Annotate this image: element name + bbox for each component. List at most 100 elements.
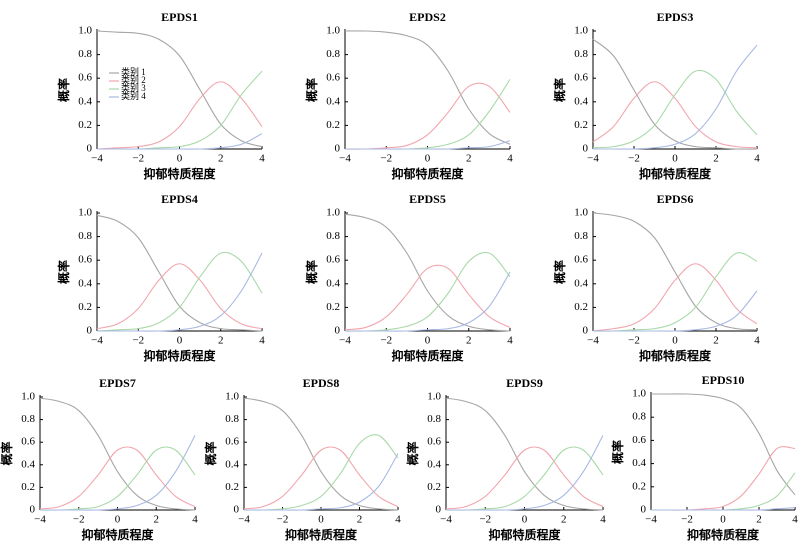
y-tick-label: 0.4 [326,95,340,107]
y-tick-label: 0.2 [225,481,239,493]
y-tick-label: 0.6 [225,436,239,448]
x-tick-label: −4 [91,335,103,347]
y-tick-label: 0 [234,504,240,516]
y-tick-label: 0.4 [574,277,588,289]
y-tick-label: 0.8 [574,230,588,242]
curve [445,397,604,511]
x-tick-label: 2 [154,514,160,526]
chart: EPDS1 0 0.2 0.4 0.6 0.8 1.0 −4 −2 0 2 4 抑郁特质程度 概率 类别 1… [56,10,266,181]
x-tick-label: −2 [132,153,144,165]
x-tick-label: −4 [587,335,599,347]
x-tick-label: 4 [507,335,513,347]
y-tick-label: 0.2 [574,301,588,313]
curve [445,446,604,510]
y-tick-label: 0.8 [632,411,646,423]
y-tick-label: 0.2 [78,301,92,313]
chart: EPDS4 0 0.2 0.4 0.6 0.8 1.0 −4 −2 0 2 4 抑郁特质程度 概率 [56,192,266,363]
x-tick-label: −4 [238,514,250,526]
y-tick-label: 1.0 [574,25,588,37]
y-tick-label: 0.2 [574,119,588,131]
curve [96,214,263,332]
x-tick-label: 0 [425,335,431,347]
x-tick-label: −2 [479,514,491,526]
curve [651,507,796,511]
curve [592,212,758,331]
chart: EPDS2 0 0.2 0.4 0.6 0.8 1.0 −4 −2 0 2 4 抑郁特质程度 概率 [304,10,514,181]
y-tick-label: 0.8 [326,230,340,242]
x-tick-label: −2 [132,335,144,347]
y-tick-label: 0.6 [78,254,92,266]
x-tick-label: 2 [218,335,224,347]
y-tick-label: 0.2 [427,481,441,493]
chart: EPDS10 0 0.2 0.4 0.6 0.8 1.0 −4 −2 0 2 4 抑郁特质程度 概率 [610,373,799,542]
y-tick-label: 0.4 [632,457,646,469]
x-axis-label: 抑郁特质程度 [391,166,464,181]
x-axis-label: 抑郁特质程度 [143,348,216,363]
curve [96,133,263,150]
y-tick-label: 0.4 [326,277,340,289]
y-tick-label: 0 [87,143,93,155]
y-axis-label: 概率 [552,78,567,102]
x-tick-label: 0 [177,153,183,165]
chart-title: EPDS1 [161,10,198,24]
curve [39,446,196,510]
y-tick-label: 0.4 [427,458,441,470]
curve [97,252,263,332]
x-tick-label: −2 [380,153,392,165]
y-tick-label: 0 [335,325,341,337]
y-tick-label: 0.2 [326,119,340,131]
x-axis-label: 抑郁特质程度 [391,348,464,363]
y-axis-label: 概率 [552,260,567,284]
x-tick-label: 4 [600,514,606,526]
x-tick-label: 2 [713,153,719,165]
y-tick-label: 0.8 [574,48,588,60]
x-tick-label: −4 [339,335,351,347]
x-tick-label: 4 [754,153,760,165]
x-axis-label: 抑郁特质程度 [285,527,358,542]
y-tick-label: 1.0 [78,25,92,37]
y-tick-label: 1.0 [326,25,340,37]
x-tick-label: 4 [507,153,513,165]
chart: EPDS8 0 0.2 0.4 0.6 0.8 1.0 −4 −2 0 2 4 抑郁特质程度 概率 [203,376,402,542]
curve [651,393,796,496]
y-tick-label: 1.0 [78,207,92,219]
y-tick-label: 0.4 [21,458,35,470]
x-tick-label: −4 [339,153,351,165]
y-tick-label: 0.6 [21,436,35,448]
curve [592,263,758,332]
chart-title: EPDS2 [409,10,446,24]
chart-title: EPDS3 [657,10,694,24]
x-tick-label: 0 [318,514,324,526]
x-tick-label: −2 [277,514,289,526]
y-tick-label: 0 [436,504,442,516]
y-tick-label: 0 [583,325,589,337]
chart-title: EPDS4 [161,192,198,206]
curve [592,81,758,149]
x-tick-label: 0 [672,153,678,165]
y-tick-label: 0.6 [574,254,588,266]
x-tick-label: 4 [754,335,760,347]
y-axis-label: 概率 [304,78,319,102]
y-tick-label: 1.0 [326,207,340,219]
x-tick-label: 4 [792,514,798,526]
y-tick-label: 0 [30,504,36,516]
y-tick-label: 0.8 [225,413,239,425]
curve [592,69,758,149]
curve [39,397,196,511]
x-tick-label: 2 [466,335,472,347]
y-tick-label: 1.0 [632,388,646,400]
y-tick-label: 0.6 [632,434,646,446]
chart: EPDS9 0 0.2 0.4 0.6 0.8 1.0 −4 −2 0 2 4 抑郁特质程度 概率 [405,376,607,542]
legend-label: 类别 4 [121,90,146,101]
legend-label: 类别 3 [121,82,146,93]
chart-title: EPDS10 [702,373,745,387]
curve [344,30,511,145]
x-tick-label: −4 [91,153,103,165]
y-tick-label: 0.6 [326,254,340,266]
x-tick-label: 2 [466,153,472,165]
x-tick-label: 2 [218,153,224,165]
x-tick-label: −2 [380,335,392,347]
y-tick-label: 0 [335,143,341,155]
legend-label: 类别 2 [121,74,146,85]
